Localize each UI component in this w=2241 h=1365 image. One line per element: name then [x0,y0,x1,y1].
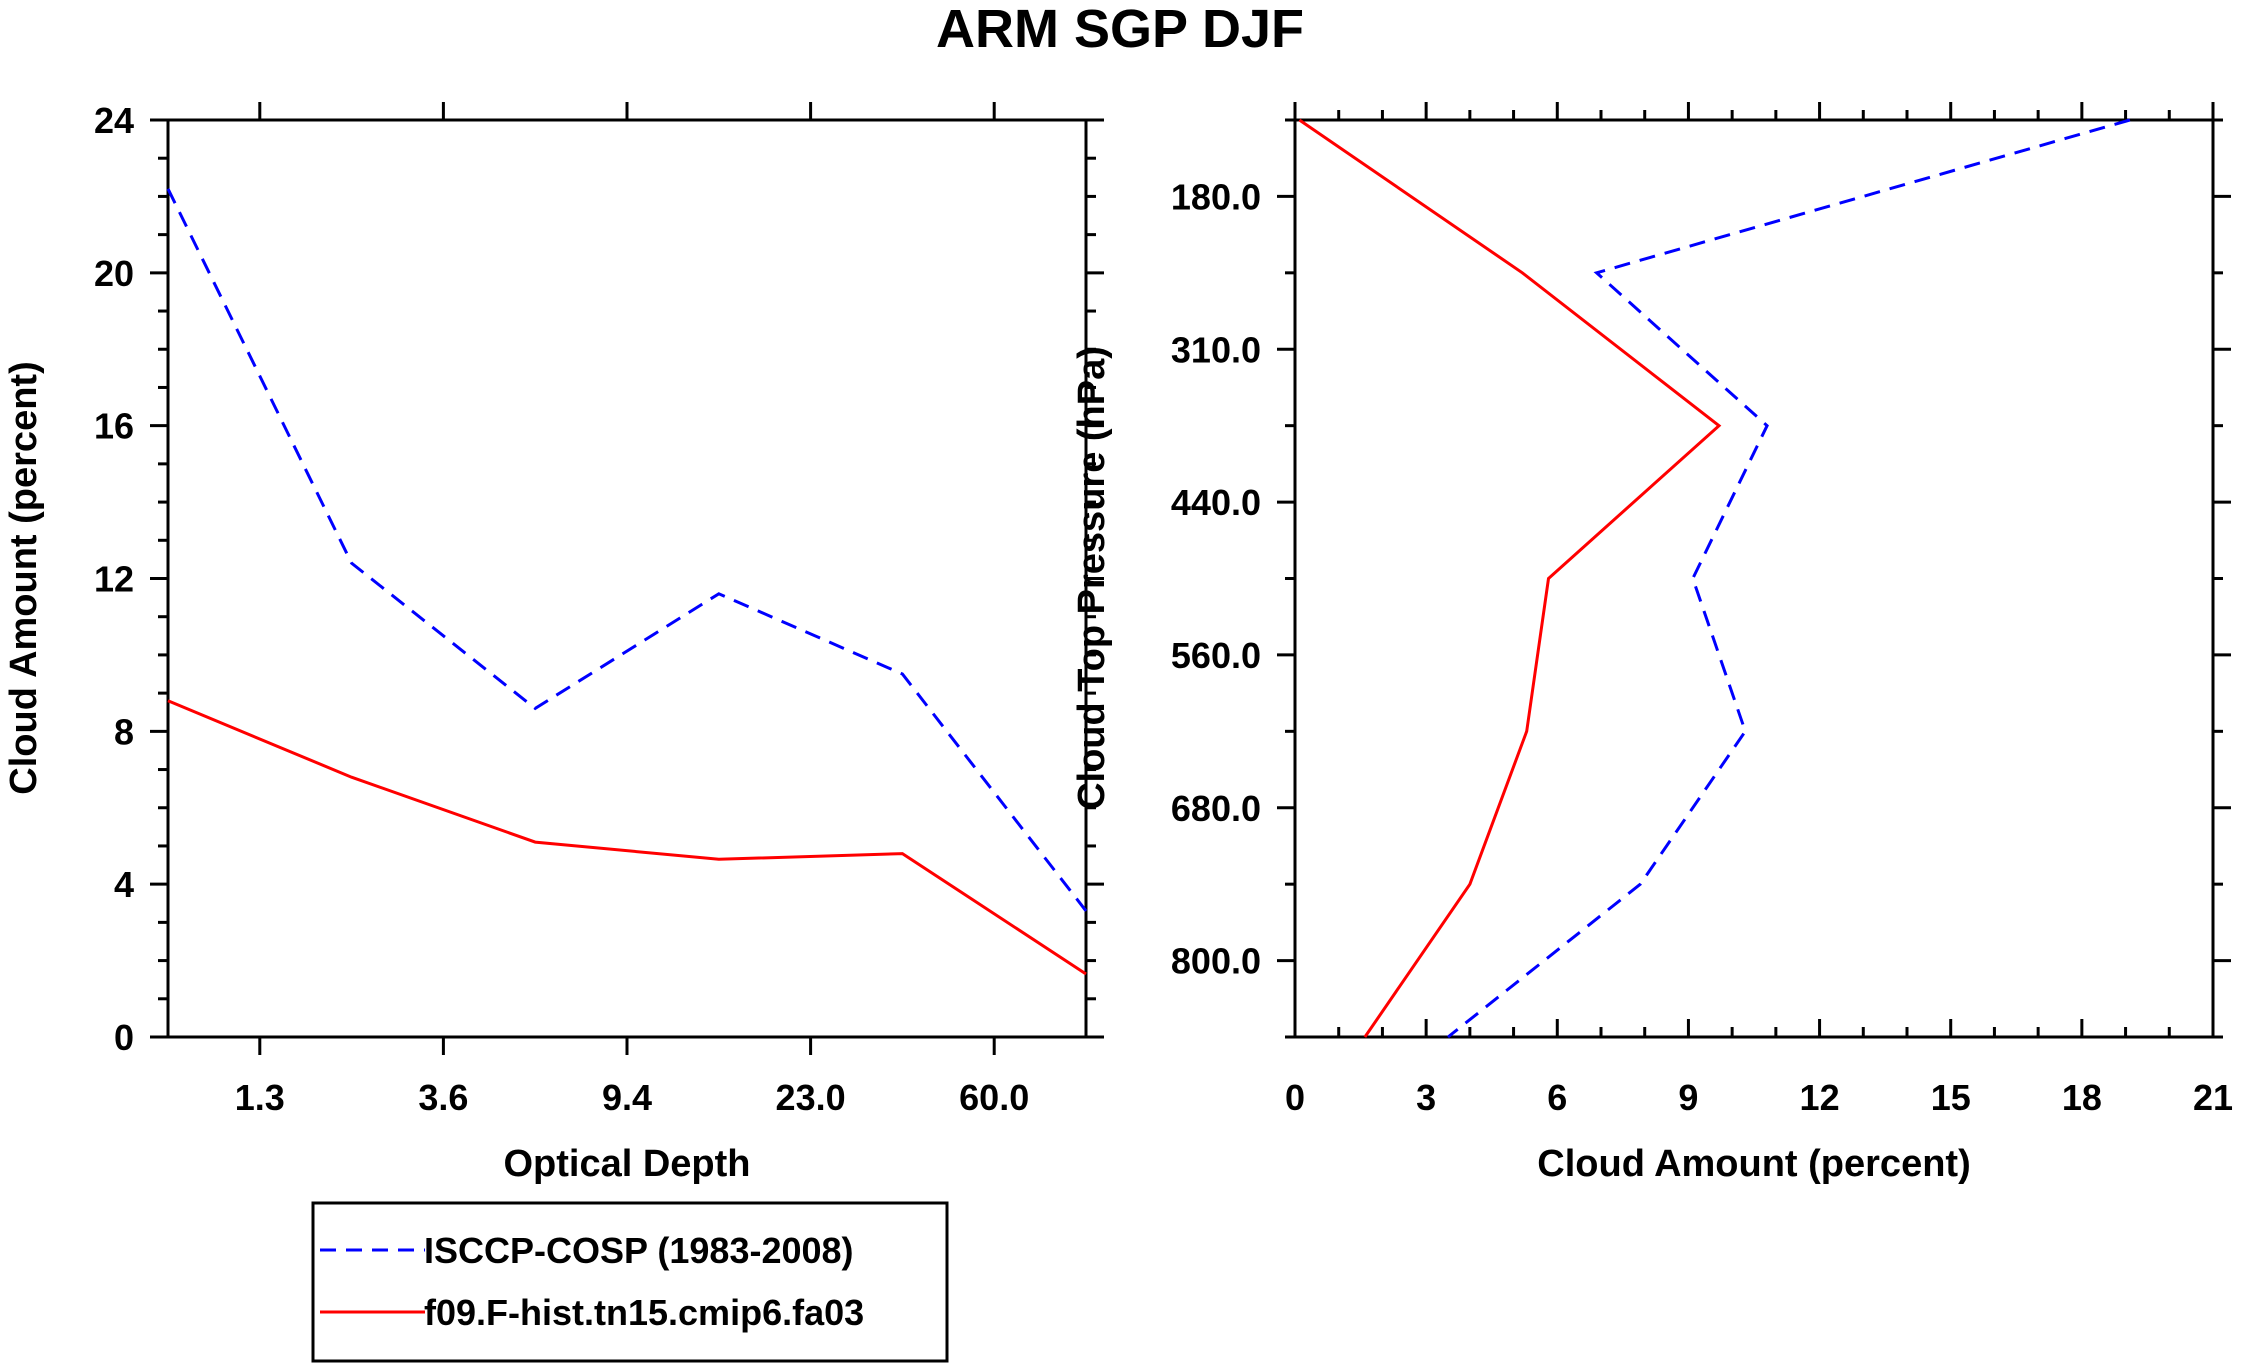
y-tick-label: 24 [94,100,134,141]
pressure-series [1298,118,2131,1039]
optical-depth-axis-ticks: 0 4 8 12 16 20 24 1.3 3.6 9.4 23.0 60.0 [94,100,1104,1118]
pressure-panel: 0 3 6 9 12 15 18 21 180.0 310.0 440.0 560.0 680.0 800… [1071,102,2233,1185]
y-tick-label: 16 [94,406,134,447]
y-tick-label: 180.0 [1171,176,1261,217]
x-tick-label: 12 [1800,1077,1840,1118]
x-tick-label: 21 [2193,1077,2233,1118]
x-tick-label: 0 [1285,1077,1305,1118]
y-tick-label: 0 [114,1017,134,1058]
series-line-isccp [166,188,1088,912]
pressure-axis-ticks: 0 3 6 9 12 15 18 21 180.0 310.0 440.0 560.0 680.0 800… [1171,102,2233,1118]
optical-depth-series [166,188,1088,976]
x-tick-label: 60.0 [959,1077,1029,1118]
x-tick-label: 9 [1678,1077,1698,1118]
optical-depth-panel: 0 4 8 12 16 20 24 1.3 3.6 9.4 23.0 60.0 Optical Dep… [3,100,1104,1185]
y-tick-label: 8 [114,711,134,752]
pressure-plot-frame [1293,118,2215,1039]
series-line-isccp [1447,118,2131,1039]
optical-depth-y-axis-label: Cloud Amount (percent) [3,361,45,794]
y-tick-label: 800.0 [1171,941,1261,982]
y-tick-label: 12 [94,559,134,600]
y-tick-label: 680.0 [1171,788,1261,829]
legend-box [311,1201,949,1363]
x-tick-label: 23.0 [776,1077,846,1118]
pressure-x-axis-label: Cloud Amount (percent) [1537,1143,1970,1185]
x-tick-label: 6 [1547,1077,1567,1118]
pressure-y-axis-label: Cloud Top Pressure (hPa) [1071,346,1113,810]
x-tick-label: 9.4 [602,1077,652,1118]
x-tick-label: 15 [1931,1077,1971,1118]
y-tick-label: 20 [94,253,134,294]
legend: ISCCP-COSP (1983-2008) f09.F-hist.tn15.c… [311,1201,949,1363]
series-line-model [1298,118,1722,1038]
x-tick-label: 3 [1416,1077,1436,1118]
x-tick-label: 18 [2062,1077,2102,1118]
x-tick-label: 3.6 [418,1077,468,1118]
y-tick-label: 310.0 [1171,329,1261,370]
optical-depth-x-axis-label: Optical Depth [503,1143,750,1185]
y-tick-label: 560.0 [1171,635,1261,676]
legend-isccp-label: ISCCP-COSP (1983-2008) [424,1230,854,1271]
series-line-model [167,699,1087,976]
y-tick-label: 440.0 [1171,482,1261,523]
legend-model-label: f09.F-hist.tn15.cmip6.fa03 [424,1292,864,1333]
figure-title: ARM SGP DJF [936,0,1304,59]
y-tick-label: 4 [114,864,134,905]
optical-depth-plot-frame [166,118,1088,1039]
x-tick-label: 1.3 [235,1077,285,1118]
